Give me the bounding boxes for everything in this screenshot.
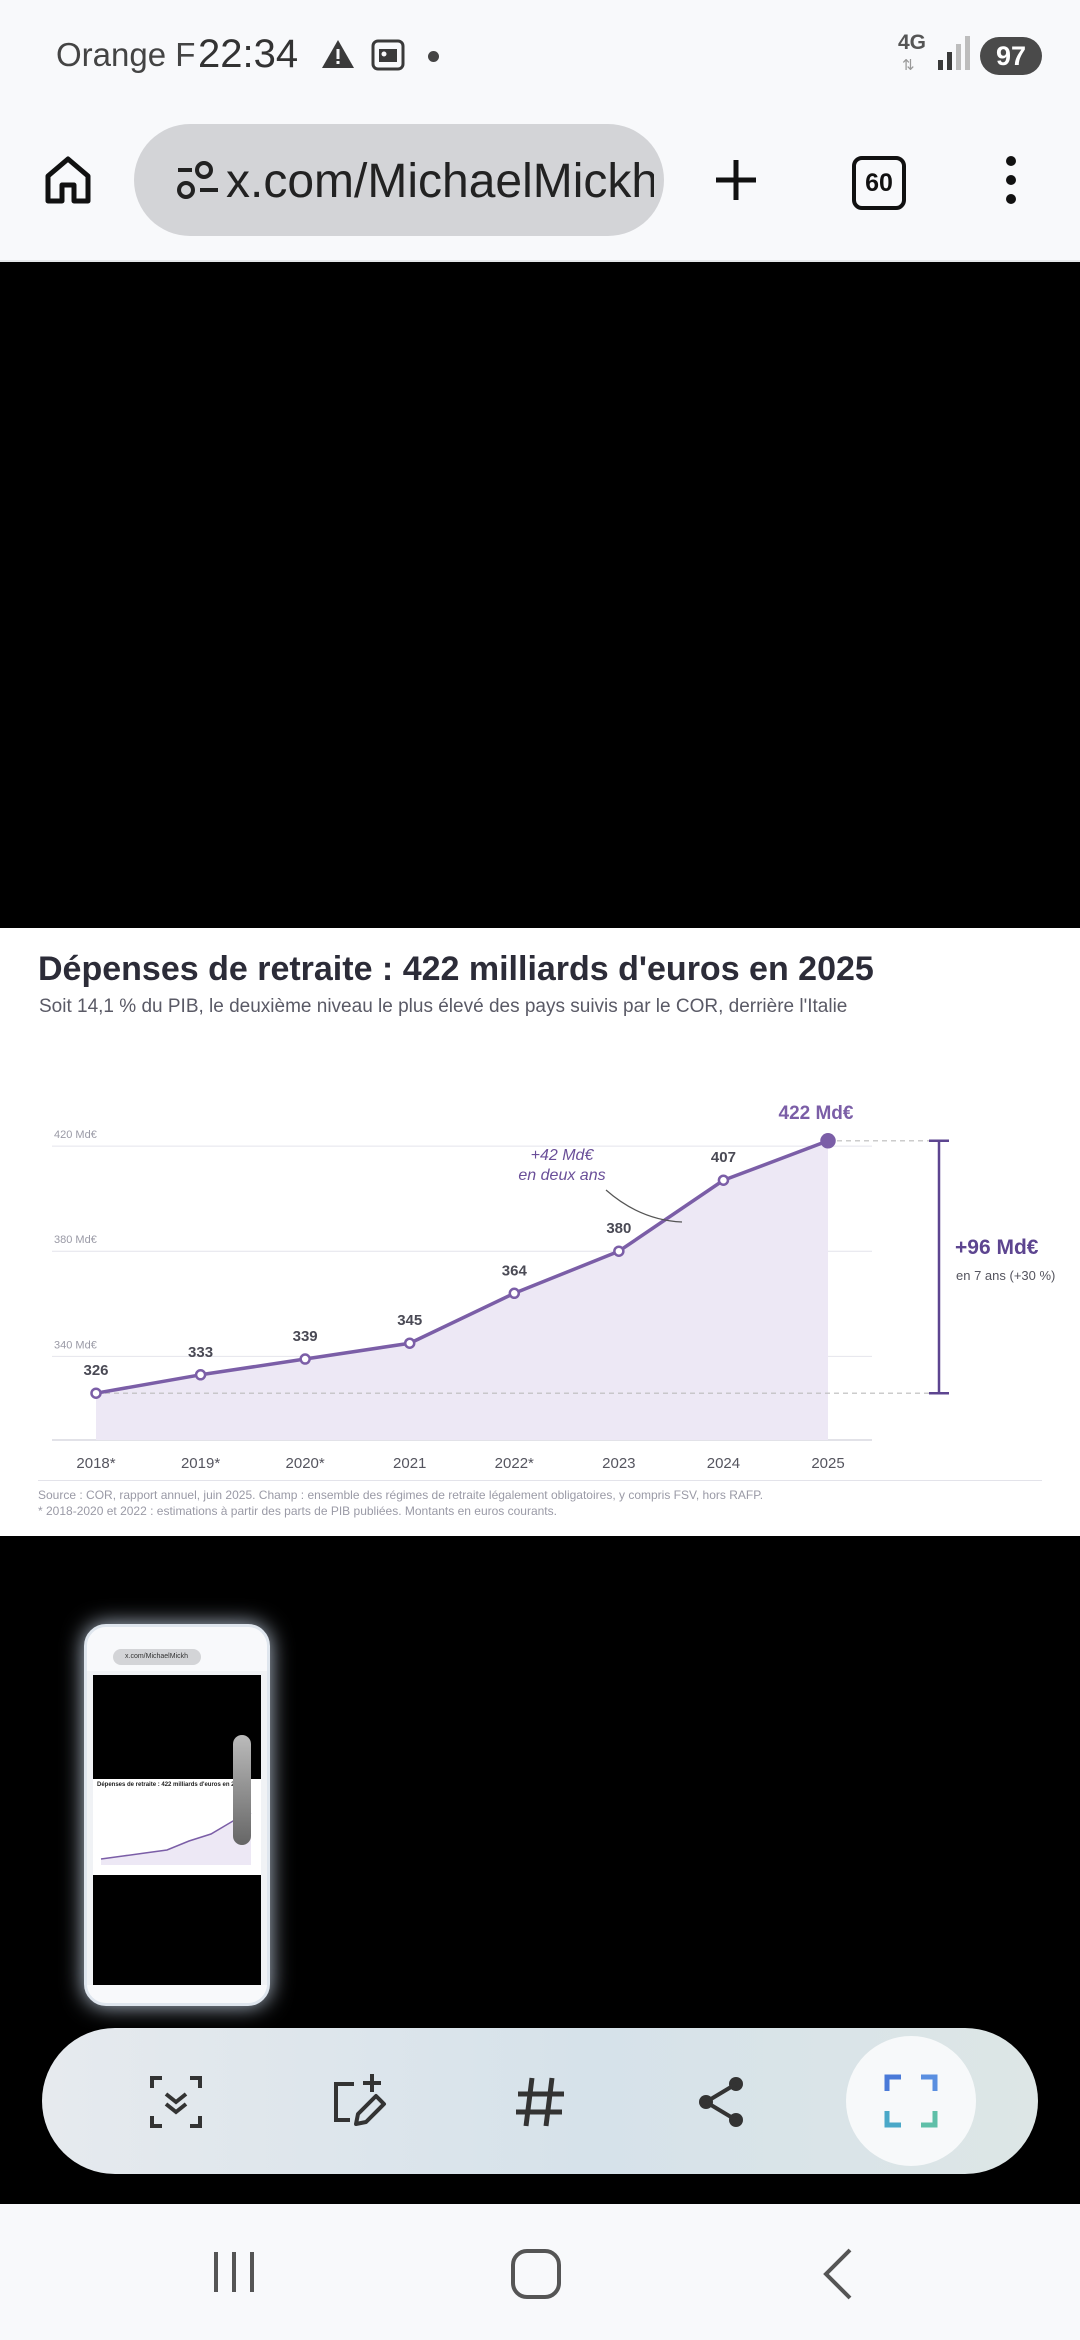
home-nav-icon[interactable] <box>508 2246 564 2307</box>
y-tick-label: 340 Md€ <box>54 1339 97 1351</box>
share-icon[interactable] <box>692 2072 752 2132</box>
x-tick-label: 2023 <box>602 1455 635 1472</box>
data-arrows-icon: ⇅ <box>902 57 915 74</box>
hashtag-icon[interactable] <box>510 2072 570 2132</box>
screenshot-thumbnail[interactable]: x.com/MichaelMickh Dépenses de retraite … <box>84 1624 270 2006</box>
data-label: 364 <box>502 1262 528 1279</box>
chart-source: Source : COR, rapport annuel, juin 2025.… <box>38 1488 764 1502</box>
series-line <box>95 1139 829 1395</box>
screenshot-icon <box>370 38 406 77</box>
chart-subtitle: Soit 14,1 % du PIB, le deuxième niveau l… <box>39 996 848 1017</box>
dot-icon <box>428 51 439 62</box>
url-text[interactable]: x.com/MichaelMickh <box>226 155 654 208</box>
data-point <box>299 1353 311 1365</box>
draw-edit-icon[interactable] <box>328 2072 388 2132</box>
y-tick-label: 380 Md€ <box>54 1234 97 1246</box>
thumbnail-status-bar <box>87 1627 267 1645</box>
chart-card: Dépenses de retraite : 422 milliards d'e… <box>0 928 1080 1536</box>
delta-value: +96 Md€ <box>955 1236 1039 1259</box>
area-fill <box>96 1140 828 1440</box>
system-nav-bar <box>0 2204 1080 2340</box>
chart-title: Dépenses de retraite : 422 milliards d'e… <box>38 950 874 988</box>
thumbnail-nav-bar <box>87 1985 267 2003</box>
thumbnail-toolbar: x.com/MichaelMickh <box>87 1645 267 1671</box>
tabs-icon[interactable]: 60 <box>852 156 906 210</box>
browser-toolbar: x.com/MichaelMickh 60 <box>0 114 1080 262</box>
annotation-label: +42 Md€ <box>531 1147 595 1164</box>
battery-icon: 97 <box>980 37 1042 75</box>
data-point <box>90 1387 102 1399</box>
thumbnail-url: x.com/MichaelMickh <box>113 1649 201 1665</box>
source-divider <box>38 1480 1042 1481</box>
data-label: 422 Md€ <box>779 1103 854 1124</box>
home-icon[interactable] <box>42 154 94 211</box>
delta-label: en 7 ans (+30 %) <box>956 1268 1055 1283</box>
site-settings-icon[interactable] <box>176 160 220 205</box>
recents-icon[interactable] <box>210 2246 258 2303</box>
x-tick-label: 2019* <box>181 1455 220 1472</box>
data-label: 380 <box>606 1220 631 1237</box>
crop-icon[interactable] <box>881 2071 941 2136</box>
data-point <box>403 1337 416 1349</box>
data-label: 326 <box>83 1362 108 1379</box>
thumbnail-scroll-indicator <box>233 1735 251 1845</box>
status-bar: Orange F 22:34 4G ⇅ 97 <box>0 0 1080 114</box>
x-tick-label: 2021 <box>393 1455 426 1472</box>
data-point <box>613 1245 625 1257</box>
x-tick-label: 2022* <box>495 1455 534 1472</box>
plus-icon[interactable] <box>710 154 762 211</box>
carrier-name: Orange F <box>56 36 196 73</box>
line-chart: 340 Md€ 380 Md€ 420 Md€ 326 2018* 333 2019* 339… <box>52 1103 1055 1472</box>
data-point <box>508 1287 521 1300</box>
thumbnail-title: Dépenses de retraite : 422 milliards d'e… <box>97 1782 245 1788</box>
y-tick-label: 420 Md€ <box>54 1129 97 1141</box>
crop-button[interactable] <box>846 2036 976 2166</box>
annotation-connector <box>605 1189 683 1223</box>
data-label: 339 <box>293 1328 318 1345</box>
x-tick-label: 2025 <box>811 1455 844 1472</box>
status-time: 22:34 <box>198 32 299 76</box>
x-tick-label: 2018* <box>76 1455 115 1472</box>
data-label: 407 <box>711 1149 736 1166</box>
data-label: 345 <box>397 1312 422 1329</box>
url-bar[interactable]: x.com/MichaelMickh <box>134 124 664 236</box>
data-point <box>820 1133 836 1149</box>
signal-icon <box>936 36 970 77</box>
network-type: 4G <box>898 31 927 54</box>
x-tick-label: 2020* <box>286 1455 325 1472</box>
capture-toolbar <box>42 2028 1038 2174</box>
data-label: 333 <box>188 1344 213 1361</box>
annotation-label: en deux ans <box>518 1167 605 1184</box>
back-icon[interactable] <box>818 2246 858 2307</box>
warning-icon <box>320 38 356 75</box>
scroll-capture-icon[interactable] <box>146 2072 206 2132</box>
chart-note: * 2018-2020 et 2022 : estimations à part… <box>38 1504 557 1518</box>
x-tick-label: 2024 <box>707 1455 740 1472</box>
thumbnail-media-bottom <box>93 1875 261 1985</box>
data-point <box>194 1369 207 1381</box>
data-point <box>717 1174 730 1186</box>
more-vert-icon[interactable] <box>998 154 1024 211</box>
